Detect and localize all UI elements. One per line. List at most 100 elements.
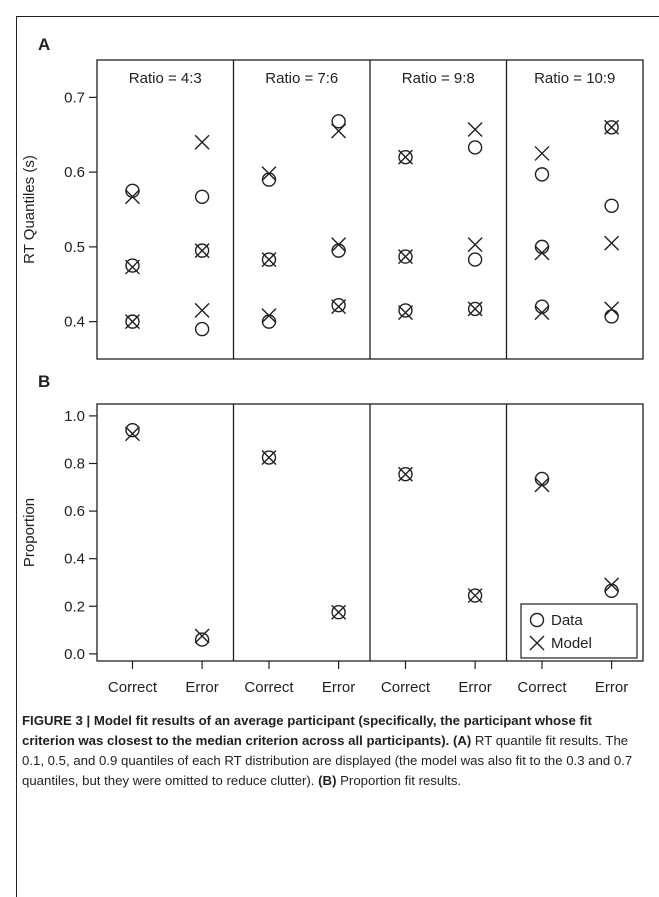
- x-tick-label: Error: [595, 679, 628, 696]
- model-point-correct: [124, 189, 140, 205]
- data-point-correct: [261, 314, 277, 329]
- data-point-correct: [534, 239, 550, 255]
- data-point-error: [331, 297, 346, 313]
- x-tick-label: Error: [322, 679, 355, 696]
- model-point-error: [467, 122, 483, 138]
- data-point-error: [467, 140, 483, 155]
- data-point-error: [194, 321, 210, 337]
- model-point-correct: [124, 314, 140, 330]
- caption-label-a: (A): [452, 733, 472, 748]
- data-point-correct: [125, 183, 140, 199]
- data-point-correct: [261, 252, 277, 267]
- data-point-error: [604, 120, 619, 135]
- data-point-correct: [125, 422, 140, 438]
- x-tick-label: Correct: [517, 679, 567, 696]
- panel-label-b: B: [38, 372, 50, 391]
- figure-chart: A 0.4 0.5 0.6 0.7 RT Quantiles (s) Ratio = 4:3…: [21, 35, 644, 696]
- y-tick-label: 0.6: [64, 164, 85, 181]
- y-tick-label: 0.6: [64, 503, 85, 520]
- data-point-error: [331, 243, 346, 258]
- model-point-error: [604, 577, 620, 593]
- y-axis-label: Proportion: [21, 498, 38, 567]
- frame-left-rule: [16, 16, 17, 897]
- y-tick-label: 0.4: [64, 314, 85, 331]
- model-point-correct: [397, 149, 413, 165]
- legend-label-data: Data: [551, 612, 583, 629]
- data-point-correct: [398, 303, 413, 318]
- caption-heading: FIGURE 3 | Model fit results of an avera…: [22, 713, 592, 748]
- facet-title: Ratio = 10:9: [534, 70, 615, 87]
- figure-caption: FIGURE 3 | Model fit results of an avera…: [22, 711, 642, 791]
- data-point-error: [331, 605, 346, 620]
- model-point-correct: [534, 245, 550, 261]
- model-point-error: [331, 604, 347, 620]
- y-tick-label: 0.4: [64, 551, 85, 568]
- data-point-correct: [125, 258, 140, 273]
- model-point-error: [194, 628, 210, 644]
- model-point-error: [467, 301, 483, 317]
- model-point-correct: [397, 305, 413, 321]
- legend-model-marker: [529, 635, 545, 651]
- data-point-error: [467, 252, 483, 267]
- facet-title: Ratio = 7:6: [265, 70, 338, 87]
- data-point-correct: [398, 149, 413, 165]
- data-point-correct: [398, 249, 413, 264]
- model-point-error: [604, 235, 620, 251]
- model-point-correct: [124, 259, 140, 275]
- data-point-correct: [534, 471, 550, 487]
- x-tick-label: Correct: [244, 679, 294, 696]
- x-tick-label: Error: [458, 679, 491, 696]
- model-point-error: [467, 588, 483, 604]
- model-point-correct: [261, 308, 277, 324]
- model-point-correct: [534, 145, 550, 161]
- data-point-correct: [261, 172, 277, 187]
- y-tick-label: 0.7: [64, 89, 85, 106]
- model-point-error: [194, 134, 210, 150]
- data-point-error: [604, 309, 619, 324]
- panel-label-a: A: [38, 35, 50, 54]
- data-point-error: [194, 189, 210, 204]
- caption-text-b: Proportion fit results.: [340, 773, 462, 788]
- data-point-error: [194, 632, 210, 647]
- data-point-error: [194, 243, 210, 258]
- data-point-error: [331, 114, 346, 129]
- model-point-error: [604, 119, 620, 135]
- model-point-correct: [261, 450, 277, 466]
- model-point-error: [331, 123, 347, 139]
- data-point-correct: [534, 167, 550, 182]
- model-point-correct: [397, 466, 413, 482]
- caption-label-b: (B): [318, 773, 337, 788]
- caption-text-a: RT quantile fit results. The 0.1, 0.5, a…: [22, 733, 633, 788]
- data-point-correct: [261, 450, 277, 465]
- x-tick-label: Error: [185, 679, 218, 696]
- y-tick-label: 0.2: [64, 598, 85, 615]
- facet-title: Ratio = 9:8: [402, 70, 475, 87]
- x-tick-label: Correct: [108, 679, 158, 696]
- model-point-correct: [261, 252, 277, 268]
- frame-top-rule: [16, 16, 659, 17]
- data-point-correct: [534, 299, 550, 314]
- data-point-correct: [398, 466, 413, 482]
- data-point-error: [467, 301, 483, 317]
- data-point-correct: [125, 314, 140, 329]
- y-tick-label: 0.8: [64, 455, 85, 472]
- model-point-correct: [261, 166, 277, 182]
- y-axis-label: RT Quantiles (s): [21, 155, 38, 264]
- data-point-error: [604, 583, 619, 599]
- y-tick-label: 0.5: [64, 239, 85, 256]
- model-point-error: [194, 302, 210, 318]
- model-point-correct: [124, 426, 140, 442]
- model-point-error: [467, 237, 483, 253]
- x-tick-label: Correct: [381, 679, 431, 696]
- model-point-correct: [534, 477, 550, 493]
- legend-box: [520, 603, 638, 659]
- data-point-error: [604, 198, 619, 213]
- model-point-correct: [534, 305, 550, 321]
- model-point-error: [331, 237, 347, 253]
- legend-label-model: Model: [551, 635, 592, 652]
- y-tick-label: 1.0: [64, 408, 85, 425]
- legend-data-marker: [529, 612, 545, 628]
- data-point-error: [467, 588, 483, 603]
- model-point-correct: [397, 249, 413, 265]
